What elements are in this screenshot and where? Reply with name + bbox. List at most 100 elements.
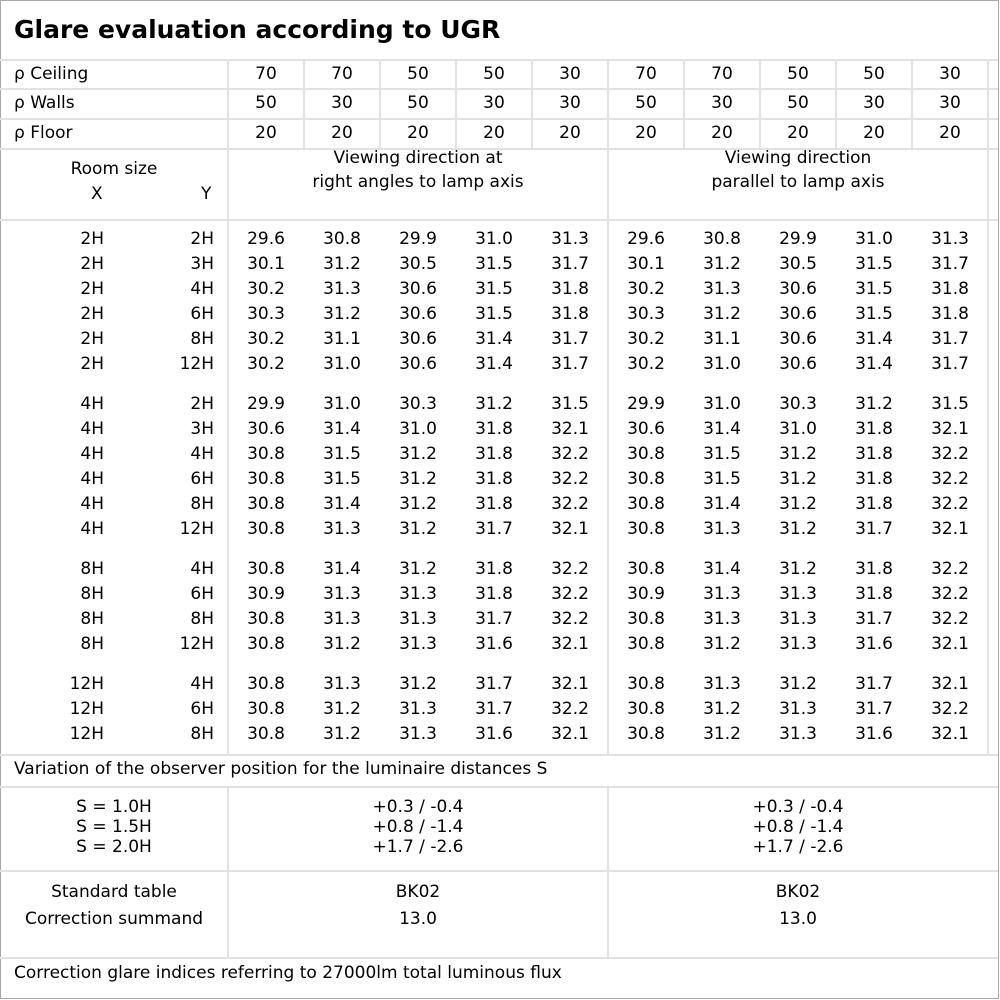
room-y: 4H [190,279,214,299]
reflectance-value: 20 [407,123,429,143]
room-x: 2H [80,229,104,249]
divider [0,118,998,120]
variation-right-angles: +0.8 / -1.4 [372,817,464,837]
ugr-value: 32.1 [551,419,589,439]
ugr-value: 31.2 [703,699,741,719]
divider [0,754,998,756]
ugr-value: 31.2 [399,674,437,694]
ugr-value: 31.4 [703,559,741,579]
ugr-value: 31.3 [931,229,969,249]
ugr-value: 31.3 [551,229,589,249]
ugr-value: 32.1 [931,519,969,539]
ugr-value: 30.8 [247,724,285,744]
ugr-value: 30.8 [627,609,665,629]
ugr-value: 31.7 [475,519,513,539]
reflectance-label: ρ Walls [14,93,75,113]
ugr-value: 31.1 [703,329,741,349]
reflectance-value: 20 [635,123,657,143]
ugr-value: 31.5 [323,469,361,489]
ugr-value: 31.5 [855,304,893,324]
ugr-value: 31.6 [475,634,513,654]
ugr-value: 30.8 [627,634,665,654]
room-y: 12H [179,354,214,374]
variation-parallel: +0.8 / -1.4 [752,817,844,837]
reflectance-value: 70 [635,64,657,84]
ugr-value: 30.3 [399,394,437,414]
ugr-value: 30.8 [627,494,665,514]
ugr-value: 31.5 [551,394,589,414]
ugr-value: 32.2 [931,444,969,464]
ugr-value: 30.1 [247,254,285,274]
ugr-value: 31.8 [931,304,969,324]
room-x: 8H [80,634,104,654]
room-y: 4H [190,559,214,579]
ugr-value: 31.8 [475,559,513,579]
ugr-value: 31.6 [475,724,513,744]
ugr-value: 31.2 [399,519,437,539]
divider [0,59,998,61]
divider [227,60,229,755]
ugr-value: 30.3 [247,304,285,324]
ugr-value: 30.3 [779,394,817,414]
ugr-value: 32.1 [551,724,589,744]
ugr-value: 31.3 [399,699,437,719]
standard-table-right: BK02 [395,882,441,902]
ugr-value: 31.3 [779,634,817,654]
ugr-value: 31.3 [703,279,741,299]
ugr-value: 31.7 [931,329,969,349]
ugr-value: 31.3 [323,674,361,694]
ugr-value: 32.1 [551,674,589,694]
ugr-value: 31.2 [703,254,741,274]
ugr-value: 31.3 [779,724,817,744]
ugr-value: 31.3 [399,634,437,654]
ugr-value: 31.2 [323,724,361,744]
ugr-value: 31.2 [703,304,741,324]
ugr-value: 31.0 [703,394,741,414]
ugr-value: 31.3 [779,699,817,719]
ugr-value: 31.3 [399,584,437,604]
ugr-value: 31.0 [323,354,361,374]
ugr-value: 31.3 [703,584,741,604]
ugr-value: 32.1 [931,674,969,694]
ugr-value: 31.3 [399,609,437,629]
room-y: 8H [190,329,214,349]
ugr-value: 31.4 [323,419,361,439]
ugr-value: 32.2 [931,699,969,719]
ugr-value: 30.8 [247,519,285,539]
ugr-value: 31.8 [475,444,513,464]
reflectance-value: 50 [483,64,505,84]
ugr-value: 31.4 [855,354,893,374]
ugr-value: 30.8 [247,674,285,694]
ugr-value: 30.8 [627,444,665,464]
ugr-value: 31.5 [475,304,513,324]
room-y: 6H [190,469,214,489]
divider [0,88,998,90]
reflectance-value: 70 [331,64,353,84]
correction-summand-right: 13.0 [399,909,437,929]
divider [0,786,998,788]
ugr-value: 31.2 [399,469,437,489]
ugr-value: 31.5 [931,394,969,414]
room-y: 8H [190,724,214,744]
ugr-value: 30.6 [779,279,817,299]
ugr-value: 30.9 [247,584,285,604]
divider [759,60,761,149]
ugr-value: 31.7 [931,354,969,374]
ugr-value: 30.6 [779,304,817,324]
reflectance-value: 30 [711,93,733,113]
ugr-value: 32.2 [931,469,969,489]
ugr-value: 31.3 [323,519,361,539]
correction-summand-parallel: 13.0 [779,909,817,929]
variation-title: Variation of the observer position for t… [14,759,548,779]
divider [607,787,609,957]
ugr-value: 31.4 [323,494,361,514]
ugr-value: 31.3 [399,724,437,744]
ugr-value: 32.2 [931,494,969,514]
ugr-value: 30.8 [627,469,665,489]
room-size-label: Room size [70,159,158,179]
divider [531,60,533,149]
room-x: 12H [69,674,104,694]
ugr-value: 30.2 [627,279,665,299]
ugr-value: 30.6 [399,304,437,324]
room-x: 4H [80,519,104,539]
